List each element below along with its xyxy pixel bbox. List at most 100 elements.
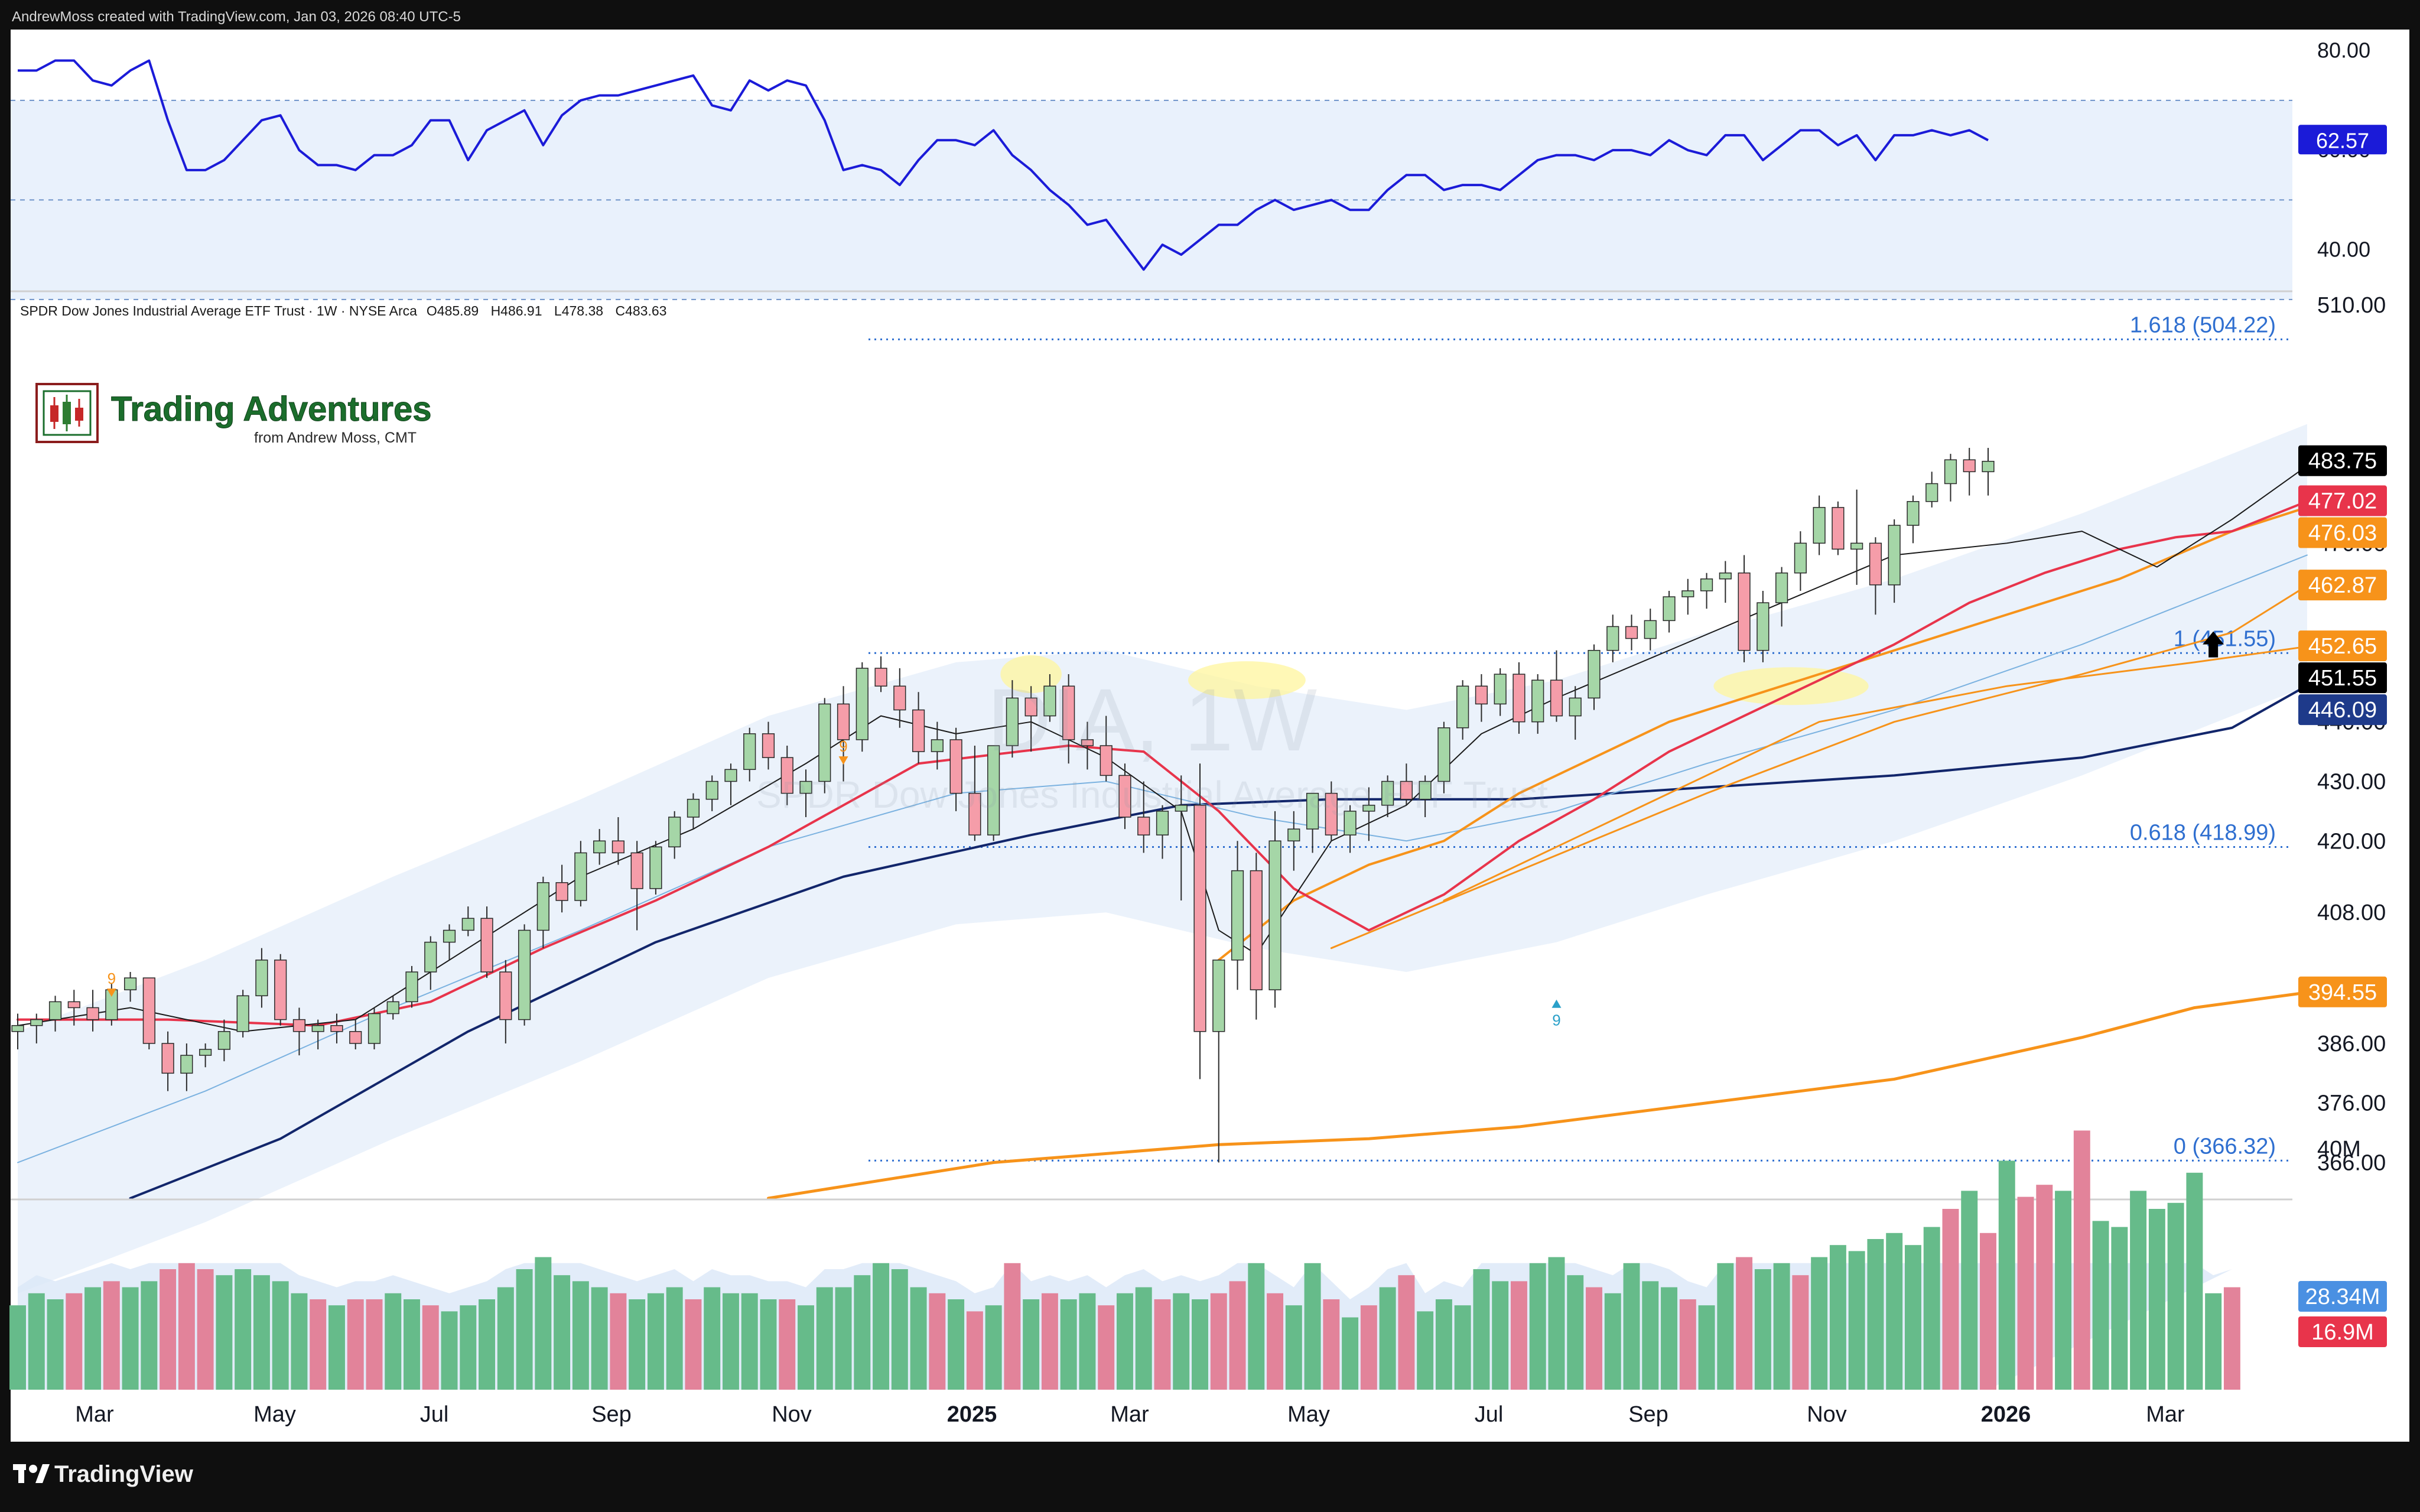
tradingview-brand[interactable]: TradingView — [54, 1461, 194, 1487]
time-tick-label: May — [253, 1402, 296, 1427]
volume-bar — [1304, 1263, 1321, 1390]
time-tick-label: Jul — [420, 1402, 449, 1427]
moving-average-w40 — [1443, 645, 2308, 902]
candle-body — [1757, 602, 1770, 651]
candle-body — [874, 668, 887, 687]
candle-body — [630, 852, 643, 889]
price-badge-label: 394.55 — [2308, 980, 2377, 1005]
candle-body — [499, 971, 512, 1020]
candle-body — [1250, 870, 1263, 990]
volume-bar — [216, 1275, 233, 1390]
volume-bar — [1661, 1287, 1678, 1390]
candle-body — [1268, 840, 1281, 990]
candle-body — [199, 1049, 212, 1056]
candle-body — [274, 960, 287, 1020]
candle-body — [1024, 697, 1037, 717]
candle-body — [1700, 578, 1713, 591]
sequential-arrow-icon — [106, 989, 116, 997]
volume-bar — [2111, 1227, 2128, 1390]
volume-bar — [779, 1299, 796, 1390]
candle-body — [518, 929, 531, 1020]
price-tick-label: 376.00 — [2317, 1091, 2386, 1116]
volume-bar — [178, 1263, 195, 1390]
candle-body — [142, 977, 155, 1044]
time-tick-label: Jul — [1475, 1402, 1504, 1427]
volume-panel[interactable]: 40M 28.34M 16.9M — [9, 1130, 2387, 1390]
volume-bar — [1961, 1191, 1978, 1390]
volume-bar — [1642, 1281, 1659, 1390]
volume-bar — [2186, 1172, 2203, 1390]
price-badge — [2298, 630, 2387, 662]
fib-level-label: 0.618 (418.99) — [2130, 820, 2276, 845]
logo-candle-2 — [63, 402, 71, 424]
moving-average-w200 — [766, 991, 2309, 1200]
candle-body — [1850, 542, 1863, 550]
price-tick-label: 420.00 — [2317, 829, 2386, 854]
sequential-count-label: 9 — [108, 970, 116, 987]
volume-bar — [253, 1275, 270, 1390]
sequential-count-label: 9 — [1552, 1012, 1560, 1029]
volume-bar — [1116, 1293, 1133, 1390]
volume-bar — [798, 1305, 814, 1390]
volume-bar — [966, 1311, 983, 1390]
ohlc-readout: O485.89 H486.91 L478.38 C483.63 — [427, 303, 667, 318]
tv-logo-slash — [35, 1464, 50, 1483]
time-axis[interactable]: Mar May Jul Sep Nov 2025 Mar May Jul Sep Nov 2026 Ma… — [75, 1402, 2185, 1427]
volume-bar — [873, 1263, 890, 1390]
volume-bar — [516, 1269, 533, 1390]
candle-body — [1944, 459, 1957, 485]
candle-body — [1193, 805, 1206, 1032]
time-tick-label: Nov — [772, 1402, 812, 1427]
candle-body — [893, 685, 906, 711]
candle-body — [1006, 697, 1019, 746]
ohlc-high: H486.91 — [491, 303, 542, 318]
tradingview-logo-icon — [13, 1464, 50, 1483]
candle-body — [1869, 542, 1882, 586]
up-arrow-icon — [2203, 631, 2224, 658]
volume-bar — [629, 1299, 646, 1390]
candle-body — [1419, 781, 1432, 800]
price-badge-label: 462.87 — [2308, 573, 2377, 598]
candle-body — [1231, 870, 1244, 961]
price-badge — [2298, 485, 2387, 516]
time-tick-label: 2026 — [1981, 1402, 2031, 1427]
candle-body — [1344, 811, 1357, 835]
volume-bar — [1980, 1233, 1996, 1390]
candle-body — [1569, 697, 1582, 717]
volume-bar — [441, 1311, 458, 1390]
volume-bar — [9, 1305, 26, 1390]
candle-body — [1512, 674, 1525, 723]
candle-body — [555, 882, 568, 901]
volume-bar — [854, 1275, 871, 1390]
candle-body — [1644, 620, 1657, 639]
volume-bar — [985, 1305, 1002, 1390]
volume-bar — [460, 1305, 477, 1390]
volume-bar — [1698, 1305, 1715, 1390]
candle-body — [11, 1025, 24, 1032]
volume-badge — [2298, 1316, 2387, 1347]
candle-body — [1381, 781, 1394, 806]
volume-badge-label: 16.9M — [2311, 1320, 2374, 1345]
candle-body — [1738, 572, 1751, 651]
candle-body — [349, 1031, 362, 1044]
candle-body — [443, 929, 456, 943]
candle-body — [1456, 685, 1469, 729]
volume-tick-label: 40M — [2317, 1137, 2361, 1162]
footer-background — [0, 1442, 2420, 1509]
candle-body — [1437, 727, 1450, 782]
candle-body — [856, 668, 869, 740]
volume-bar — [1492, 1281, 1509, 1390]
candle-body — [668, 817, 681, 848]
candle-body — [1982, 460, 1995, 473]
candle-body — [912, 709, 925, 752]
candle-body — [1212, 960, 1225, 1032]
price-panel[interactable]: 1.618 (504.22) 1 (451.55) 0.618 (418.99) 0 … — [11, 293, 2387, 1294]
highlight-ellipse — [1188, 661, 1306, 700]
volume-bar — [1285, 1305, 1302, 1390]
candle-body — [1400, 781, 1413, 800]
watermark-symbol: DIA, 1W — [987, 670, 1318, 769]
candle-body — [536, 882, 549, 931]
ohlc-open: O485.89 — [427, 303, 479, 318]
volume-bar — [366, 1299, 383, 1390]
